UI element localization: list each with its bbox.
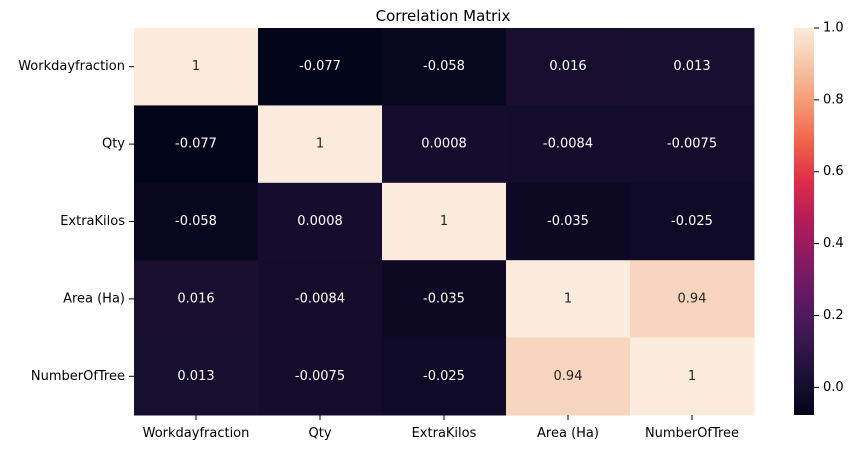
- heatmap-cell: [506, 337, 631, 416]
- colorbar-tick-label: 1.0: [823, 21, 844, 36]
- heatmap-cell: [258, 182, 383, 261]
- y-tick-label: ExtraKilos: [60, 214, 125, 229]
- heatmap-cell: [382, 105, 507, 184]
- cell-value-label: 1: [688, 369, 696, 384]
- heatmap-cell: [382, 337, 507, 416]
- cell-value-label: 0.0008: [297, 214, 343, 229]
- x-tick-label: Qty: [308, 426, 331, 441]
- heatmap-cell: [258, 28, 383, 106]
- cell-value-label: 0.013: [673, 59, 710, 74]
- cell-value-label: -0.0084: [543, 137, 593, 152]
- y-tick-label: Workdayfraction: [18, 59, 125, 74]
- heatmap-cell: [258, 337, 383, 416]
- y-tick-label: Qty: [102, 137, 125, 152]
- heatmap-cell: [630, 337, 755, 416]
- heatmap-cell: [630, 182, 755, 261]
- heatmap-cell: [630, 105, 755, 184]
- x-tick-label: Area (Ha): [537, 426, 599, 441]
- heatmap-cell: [258, 105, 383, 184]
- cell-value-label: -0.077: [175, 137, 217, 152]
- cell-value-label: 1: [564, 291, 572, 306]
- y-axis: Workdayfraction Qty ExtraKilos Area (Ha) Num…: [18, 59, 134, 384]
- cell-value-label: 1: [440, 214, 448, 229]
- colorbar-gradient: [794, 28, 814, 415]
- heatmap-cell: [258, 260, 383, 339]
- heatmap-cell: [134, 182, 259, 261]
- heatmap-cell-labels: 1 -0.077 -0.058 0.016 0.013 -0.077 1 0.0008 -0.0…: [175, 59, 717, 384]
- cell-value-label: -0.0075: [295, 369, 345, 384]
- cell-value-label: 1: [316, 137, 324, 152]
- heatmap-cell: [506, 28, 631, 106]
- heatmap-cell: [382, 182, 507, 261]
- y-tick-label: Area (Ha): [63, 291, 125, 306]
- cell-value-label: -0.077: [299, 59, 341, 74]
- colorbar-tick-label: 0.0: [823, 380, 844, 395]
- heatmap-cell: [630, 28, 755, 106]
- heatmap-cell: [134, 260, 259, 339]
- x-tick-label: NumberOfTree: [645, 426, 739, 441]
- cell-value-label: 0.94: [554, 369, 583, 384]
- colorbar-tick-label: 0.6: [823, 164, 844, 179]
- x-axis: Workdayfraction Qty ExtraKilos Area (Ha) Num…: [143, 415, 739, 441]
- cell-value-label: -0.025: [423, 369, 465, 384]
- heatmap-cell: [506, 260, 631, 339]
- heatmap-cell: [382, 28, 507, 106]
- heatmap-cell: [134, 105, 259, 184]
- cell-value-label: -0.0084: [295, 291, 345, 306]
- y-tick-label: NumberOfTree: [31, 369, 125, 384]
- colorbar-tick-label: 0.4: [823, 236, 844, 251]
- colorbar-tick-label: 0.2: [823, 308, 844, 323]
- x-tick-label: ExtraKilos: [412, 426, 477, 441]
- cell-value-label: 0.0008: [421, 137, 467, 152]
- cell-value-label: -0.035: [423, 291, 465, 306]
- cell-value-label: 0.94: [678, 291, 707, 306]
- heatmap-cell: [134, 28, 259, 106]
- cell-value-label: -0.0075: [667, 137, 717, 152]
- heatmap-cells: [134, 28, 755, 416]
- colorbar-tick-label: 0.8: [823, 92, 844, 107]
- heatmap-cell: [382, 260, 507, 339]
- heatmap-cell: [630, 260, 755, 339]
- cell-value-label: -0.025: [671, 214, 713, 229]
- heatmap-cell: [506, 182, 631, 261]
- cell-value-label: -0.058: [175, 214, 217, 229]
- cell-value-label: -0.058: [423, 59, 465, 74]
- cell-value-label: 0.013: [177, 369, 214, 384]
- cell-value-label: -0.035: [547, 214, 589, 229]
- heatmap-cell: [506, 105, 631, 184]
- x-tick-label: Workdayfraction: [143, 426, 250, 441]
- colorbar: 0.0 0.2 0.4 0.6 0.8 1.0: [794, 21, 844, 415]
- cell-value-label: 0.016: [177, 291, 214, 306]
- cell-value-label: 1: [192, 59, 200, 74]
- heatmap-cell: [134, 337, 259, 416]
- cell-value-label: 0.016: [549, 59, 586, 74]
- chart-title: Correlation Matrix: [376, 7, 511, 25]
